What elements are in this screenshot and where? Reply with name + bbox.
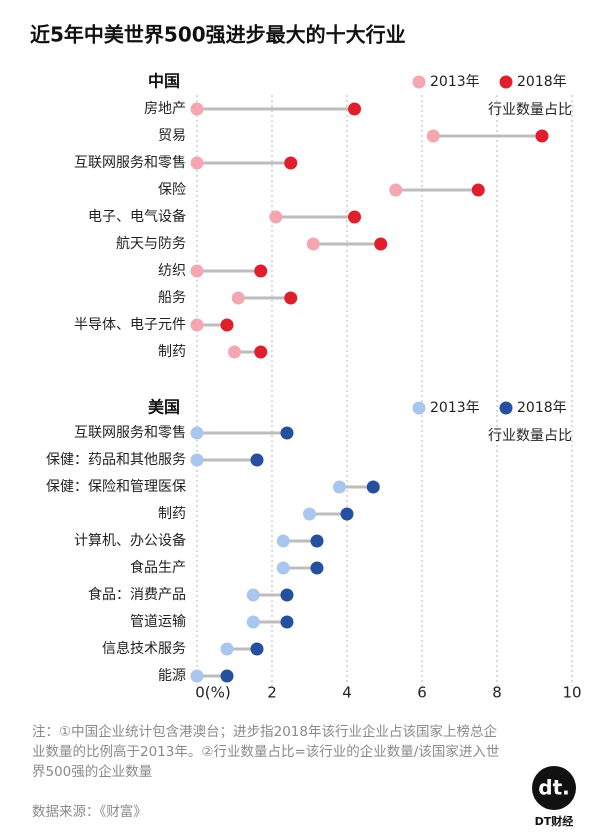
dot (284, 156, 298, 170)
dot (471, 183, 485, 197)
dot (284, 291, 298, 305)
dot (246, 615, 260, 629)
dot (340, 507, 354, 521)
dot (389, 183, 403, 197)
dot (535, 129, 549, 143)
dot (190, 669, 204, 683)
x-tick-label: 6 (417, 684, 427, 702)
logo-mark: dt. (538, 776, 569, 800)
y-tick-label: 半导体、电子元件 (74, 317, 186, 333)
dot (190, 264, 204, 278)
y-tick-label: 食品：消费产品 (88, 586, 186, 603)
y-tick-label: 保健：药品和其他服务 (46, 452, 186, 468)
legend-label: 2013年 (430, 74, 480, 90)
dot (190, 102, 204, 116)
x-tick-label: 2 (267, 684, 277, 702)
dot (228, 345, 241, 359)
y-tick-label: 航天与防务 (116, 236, 186, 252)
dot (220, 318, 234, 332)
logo-circle (532, 766, 576, 810)
dot (276, 561, 290, 575)
x-tick-label: 0(%) (195, 684, 231, 702)
dot (220, 642, 234, 656)
dot (374, 237, 388, 251)
dot (426, 129, 440, 143)
y-tick-label: 互联网服务和零售 (74, 425, 186, 441)
dot (231, 291, 245, 305)
y-tick-label: 保健：保险和管理医保 (46, 479, 186, 495)
dot (348, 210, 361, 224)
dot (190, 318, 204, 332)
y-tick-label: 互联网服务和零售 (74, 155, 186, 171)
dot (303, 507, 316, 521)
y-tick-label: 制药 (158, 506, 186, 522)
legend-label: 2018年 (517, 74, 567, 90)
y-tick-label: 制药 (158, 344, 186, 360)
dot (220, 669, 234, 683)
dot (348, 102, 361, 116)
dot (280, 426, 294, 440)
y-tick-label: 房地产 (144, 101, 186, 117)
x-tick-label: 4 (342, 684, 352, 702)
dot (276, 534, 290, 548)
y-tick-label: 纺织 (158, 263, 186, 279)
legend-marker (499, 75, 513, 89)
legend-marker (412, 75, 426, 89)
y-tick-label: 船务 (158, 290, 186, 306)
dot (333, 480, 346, 494)
y-tick-label: 计算机、办公设备 (74, 532, 186, 549)
dot (269, 210, 283, 224)
y-tick-label: 能源 (158, 668, 186, 684)
legend-marker (412, 401, 426, 415)
y-tick-label: 管道运输 (130, 614, 186, 630)
dot (254, 264, 268, 278)
dot (280, 588, 294, 602)
dot (280, 615, 294, 629)
y-tick-label: 信息技术服务 (102, 640, 186, 657)
panel-label: 美国 (148, 398, 180, 417)
dot (254, 345, 268, 359)
legend-marker (499, 401, 513, 415)
y-tick-label: 电子、电气设备 (88, 208, 186, 225)
x-tick-label: 8 (492, 684, 502, 702)
y-tick-label: 保险 (158, 182, 186, 198)
dot (306, 237, 320, 251)
unit-label: 行业数量占比 (488, 428, 572, 444)
dot (246, 588, 260, 602)
dot (366, 480, 380, 494)
y-tick-label: 食品生产 (130, 559, 186, 576)
dot (310, 534, 324, 548)
legend-label: 2013年 (430, 400, 480, 416)
dot (250, 642, 264, 656)
dot (250, 453, 264, 467)
note: 注：①中国企业统计包含港澳台；进步指2018年该行业企业占该国家上榜总企业数量的… (32, 724, 500, 780)
legend-label: 2018年 (517, 400, 567, 416)
x-tick-label: 10 (562, 684, 581, 702)
y-tick-label: 贸易 (158, 128, 186, 144)
chart-title: 近5年中美世界500强进步最大的十大行业 (30, 23, 406, 47)
logo-name: DT财经 (535, 814, 574, 828)
dot (190, 453, 204, 467)
dot (190, 156, 204, 170)
logo: dt. DT财经 (532, 766, 576, 828)
source: 数据来源：《财富》 (32, 804, 147, 820)
unit-label: 行业数量占比 (488, 102, 572, 118)
panel-label: 中国 (148, 72, 180, 91)
dot (190, 426, 204, 440)
dot (310, 561, 324, 575)
